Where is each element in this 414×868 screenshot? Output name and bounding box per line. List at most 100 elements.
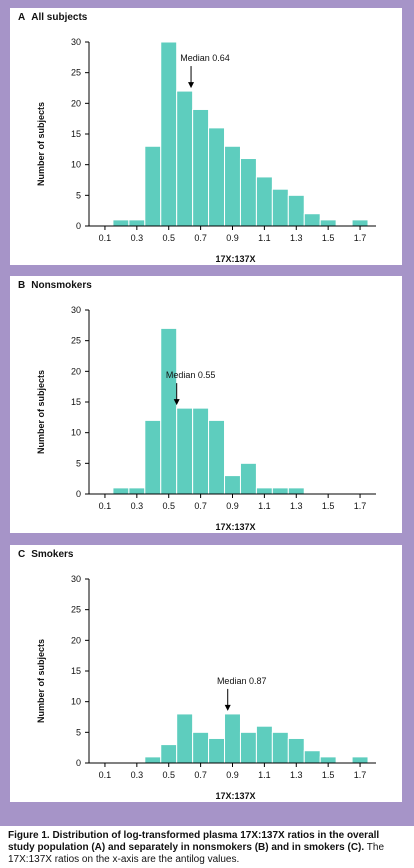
panel-b-bar [271,487,289,495]
panel-a-bar [351,219,369,227]
panel-c-y-tick-label: 10 [71,697,81,707]
panel-c-y-tick-label: 15 [71,666,81,676]
panel-a-bar [239,158,257,227]
panel-c-y-tick-label: 0 [76,758,81,768]
panel-c-median-label: Median 0.87 [217,676,267,686]
panel-b-title: B Nonsmokers [18,280,92,291]
panel-b-bar [112,487,130,495]
panel-c-x-tick-label: 1.5 [322,770,335,780]
panel-c-bar [319,756,337,764]
panel-c-y-tick-label: 5 [76,727,81,737]
panel-a-x-axis-label: 17X:137X [215,254,255,264]
panel-b-bar [176,407,194,495]
panel-c-bar [144,756,162,764]
panel-c-bar [303,750,321,764]
figure-caption: Figure 1. Distribution of log-transforme… [8,830,408,866]
panel-c-bar [176,713,194,764]
panel-b-y-tick-label: 15 [71,397,81,407]
panel-a-median-arrowhead [188,82,195,89]
panel-c-bar [192,731,210,764]
panel-b-chart: 0 5 10 15 20 25 30 0.1 0.3 0.5 0.7 0.9 1.1 1.3 1.5 1.7 1… [36,305,376,532]
panel-b-x-tick-label: 1.7 [354,501,367,511]
panel-a-y-tick-label: 20 [71,98,81,108]
panel-b-y-tick-label: 0 [76,489,81,499]
panel-b-y-tick-label: 10 [71,428,81,438]
panel-b-y-tick-label: 20 [71,366,81,376]
panel-c-y-tick-label: 20 [71,635,81,645]
panel-a-x-tick-label: 0.9 [226,233,239,243]
figure-frame: A All subjects 0 5 10 15 20 25 30 0.1 0.3 0.5 0.7 0.… [0,0,414,826]
panel-c-chart: 0 5 10 15 20 25 30 0.1 0.3 0.5 0.7 0.9 1.1 1.3 1.5 1.7 1… [36,574,376,801]
panel-c-median-arrowhead [224,704,231,711]
panel-c: C Smokers 0 5 10 15 20 25 30 0.1 0.3 0.5 0.7 0.9 1.1 1… [10,545,402,802]
panel-c-x-tick-label: 0.3 [131,770,144,780]
panel-c-y-tick-label: 30 [71,574,81,584]
panel-a-bar [319,219,337,227]
panel-a-bar [208,127,226,227]
panel-a-bar [271,188,289,227]
panel-c-title: C Smokers [18,549,73,560]
panel-b-y-axis-label: Number of subjects [36,370,46,454]
panel-c-x-tick-label: 0.1 [99,770,112,780]
panel-b-letter: B [18,280,26,291]
panel-b-x-tick-label: 0.5 [162,501,175,511]
panel-a-y-tick-label: 10 [71,160,81,170]
panel-c-x-tick-label: 1.1 [258,770,271,780]
panel-a-median-label: Median 0.64 [180,53,230,63]
panel-b-x-tick-label: 1.1 [258,501,271,511]
panel-a: A All subjects 0 5 10 15 20 25 30 0.1 0.3 0.5 0.7 0.… [10,8,402,265]
panel-c-x-tick-label: 1.7 [354,770,367,780]
panel-a-title-text: All subjects [31,12,88,23]
panel-c-letter: C [18,549,26,560]
panel-a-bar [303,213,321,227]
panel-b-x-tick-label: 0.9 [226,501,239,511]
panel-a-x-tick-label: 0.1 [99,233,112,243]
panel-b: B Nonsmokers 0 5 10 15 20 25 30 0.1 0.3 0.5 0.7 0.9 1… [10,276,402,533]
panel-c-bar [255,725,273,764]
panel-b-x-tick-label: 0.1 [99,501,112,511]
panel-b-bar [239,462,257,495]
panel-c-bar [208,737,226,764]
panel-b-bar [208,419,226,495]
panel-b-x-tick-label: 0.3 [131,501,144,511]
panel-c-bar [239,731,257,764]
panel-b-title-text: Nonsmokers [31,280,92,291]
panel-a-bar [192,108,210,227]
caption-bold: Figure 1. Distribution of log-transforme… [8,830,380,853]
panel-a-bar [112,219,130,227]
panel-b-y-tick-label: 5 [76,458,81,468]
panel-b-bar [128,487,146,495]
panel-a-y-tick-label: 15 [71,129,81,139]
panel-c-bar [351,756,369,764]
panel-a-y-tick-label: 30 [71,37,81,47]
panel-a-x-tick-label: 0.5 [162,233,175,243]
panel-a-x-tick-label: 0.7 [194,233,207,243]
panel-a-bar [255,176,273,227]
panel-a-x-tick-label: 1.3 [290,233,303,243]
panel-b-bar [287,487,305,495]
panel-a-x-tick-label: 1.5 [322,233,335,243]
panel-a-bar [224,145,241,227]
panel-a-bar [128,219,146,227]
panel-b-x-tick-label: 1.3 [290,501,303,511]
panel-c-bar [271,731,289,764]
panel-c-y-tick-label: 25 [71,605,81,615]
caption-normal: The 17X:137X ratios on the x-axis are th… [8,842,385,865]
panel-a-chart: 0 5 10 15 20 25 30 0.1 0.3 0.5 0.7 0.9 1.1 1.3 1.5 1.7 1… [36,37,376,264]
panel-c-bar [287,737,305,764]
panel-b-median-label: Median 0.55 [166,370,216,380]
panel-c-title-text: Smokers [31,549,74,560]
panel-a-x-tick-label: 0.3 [131,233,144,243]
panel-a-title: A All subjects [18,12,87,23]
panel-b-x-tick-label: 0.7 [194,501,207,511]
panel-c-x-tick-label: 0.7 [194,770,207,780]
panel-c-bar [160,744,178,764]
panel-b-x-axis-label: 17X:137X [215,522,255,532]
panel-a-bar [160,41,178,227]
panel-b-bar [255,487,273,495]
panel-a-bar [144,145,162,227]
panel-a-letter: A [18,12,26,23]
panel-b-y-tick-label: 25 [71,336,81,346]
panel-a-y-tick-label: 5 [76,190,81,200]
panel-a-x-tick-label: 1.1 [258,233,271,243]
